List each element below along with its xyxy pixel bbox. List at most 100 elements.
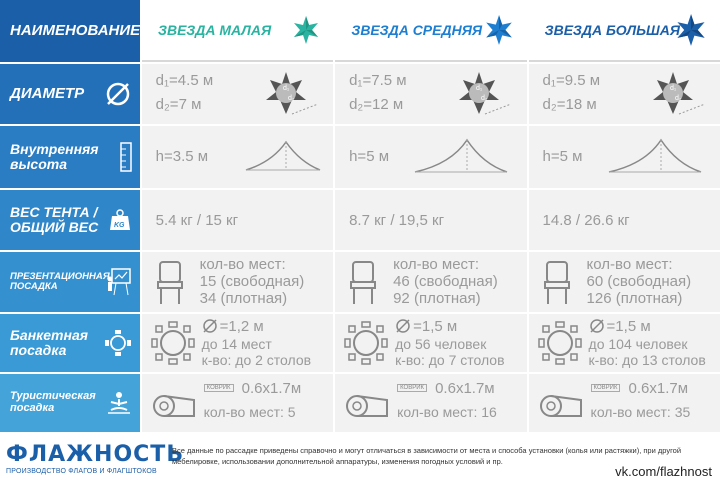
mat-roll-icon	[539, 395, 582, 417]
header-row: НАИМЕНОВАНИЕ ЗВЕЗДА МАЛАЯ ЗВЕЗДА СРЕДНЯЯ…	[0, 0, 720, 62]
presentation-icon	[107, 268, 131, 296]
diameter-label-cell: ДИАМЕТР	[0, 64, 140, 124]
presentation-cell-medium: кол-во мест: 46 (свободная) 92 (плотная)	[335, 252, 527, 312]
d1-diagram-label: d₁	[283, 85, 290, 92]
banquet-table-icon	[104, 330, 131, 356]
diameter-row: ДИАМЕТР d₁=4.5 м d₂=7 м d₁ d₂ d₁=7.5 м d…	[0, 64, 720, 124]
d2-value: d₂=18 м	[542, 96, 597, 113]
presentation-line1: кол-во мест:	[586, 256, 673, 273]
star-icon	[294, 16, 319, 44]
column-title-large: ЗВЕЗДА БОЛЬШАЯ	[544, 22, 681, 38]
banquet-seats: до 56 человек	[395, 336, 487, 352]
d1-diagram-label: d₁	[476, 85, 483, 92]
height-cell-medium: h=5 м	[335, 126, 527, 188]
presentation-cell-small: кол-во мест: 15 (свободная) 34 (плотная)	[141, 252, 334, 312]
presentation-line2: 46 (свободная)	[393, 273, 498, 290]
vk-link[interactable]: vk.com/flazhnost	[615, 464, 712, 479]
tourist-label: Туристическая посадка	[10, 391, 96, 414]
brand-tagline: ПРОИЗВОДСТВО ФЛАГОВ И ФЛАГШТОКОВ	[6, 468, 157, 475]
star-icon	[677, 14, 705, 46]
disclaimer-text: Все данные по рассадке приведены справоч…	[172, 446, 682, 466]
banquet-tables: к-во: до 7 столов	[395, 352, 505, 368]
presentation-row: ПРЕЗЕНТАЦИОННАЯ ПОСАДКА кол-во мест: 15 …	[0, 252, 720, 312]
height-label-line2: высота	[10, 156, 67, 172]
tourist-label-line2: посадка	[10, 402, 55, 414]
tent-profile-icon	[608, 138, 701, 173]
round-table-icon	[150, 321, 195, 365]
tourist-cell-small: КОВРИК 0.6х1.7м кол-во мест: 5	[141, 374, 334, 432]
header-label: НАИМЕНОВАНИЕ	[10, 22, 141, 40]
height-value: h=5 м	[349, 148, 390, 165]
star-icon	[485, 15, 512, 45]
weight-value: 8.7 кг / 19,5 кг	[349, 212, 445, 229]
tourist-row: Туристическая посадка КОВРИК 0.6х1.7м ко…	[0, 374, 720, 432]
height-value: h=3.5 м	[155, 148, 209, 165]
mat-roll-icon	[152, 395, 195, 417]
d2-diagram-label: d₂	[288, 95, 295, 102]
yoga-icon	[107, 392, 130, 414]
banquet-row: Банкетная посадка	[0, 314, 720, 372]
weight-icon-text: KG	[114, 222, 125, 229]
d2-diagram-label: d₂	[675, 95, 682, 102]
tent-profile-icon	[245, 140, 320, 171]
height-label-cell: Внутренняя высота	[0, 126, 140, 188]
diameter-icon	[396, 319, 410, 333]
star-diagram-icon: d₁ d₂	[459, 72, 512, 115]
banquet-seats: до 104 человек	[588, 336, 688, 352]
height-cell-small: h=3.5 м	[141, 126, 334, 188]
column-title-small: ЗВЕЗДА МАЛАЯ	[158, 22, 272, 38]
tourist-cell-medium: КОВРИК 0.6х1.7м кол-во мест: 16	[335, 374, 527, 432]
weight-value: 5.4 кг / 15 кг	[155, 212, 239, 229]
mat-size: 0.6х1.7м	[628, 380, 689, 397]
banquet-tables: к-во: до 2 столов	[201, 352, 312, 368]
mat-seats: кол-во мест: 35	[590, 404, 691, 420]
ruler-icon	[119, 142, 132, 172]
diameter-cell-large: d₁=9.5 м d₂=18 м d₁ d₂	[528, 64, 720, 124]
height-value: h=5 м	[542, 148, 583, 165]
column-header-large: ЗВЕЗДА БОЛЬШАЯ	[528, 0, 720, 62]
mat-roll-icon	[346, 395, 389, 417]
d1-value: d₁=4.5 м	[155, 72, 214, 89]
height-label: Внутренняя высота	[10, 142, 99, 171]
column-title-medium: ЗВЕЗДА СРЕДНЯЯ	[351, 22, 483, 38]
diameter-label: ДИАМЕТР	[10, 85, 85, 103]
weight-cell-small: 5.4 кг / 15 кг	[141, 190, 334, 250]
diameter-icon	[106, 82, 129, 106]
tourist-label-line1: Туристическая	[10, 390, 96, 403]
mat-seats: кол-во мест: 5	[203, 404, 296, 420]
height-label-line1: Внутренняя	[10, 141, 99, 158]
diameter-cell-small: d₁=4.5 м d₂=7 м d₁ d₂	[141, 64, 334, 124]
footer: ФЛАЖНОСТЬ ПРОИЗВОДСТВО ФЛАГОВ И ФЛАГШТОК…	[0, 440, 720, 484]
banquet-cell-large: =1,5 м до 104 человек к-во: до 13 столов	[528, 314, 720, 372]
banquet-label-line1: Банкетная	[10, 327, 88, 344]
weight-value: 14.8 / 26.6 кг	[542, 212, 630, 229]
chair-icon	[156, 261, 183, 304]
star-diagram-icon: d₁ d₂	[265, 72, 318, 115]
height-cell-large: h=5 м	[528, 126, 720, 188]
round-table-icon	[344, 321, 388, 365]
diameter-cell-medium: d₁=7.5 м d₂=12 м d₁ d₂	[335, 64, 527, 124]
mat-tag: КОВРИК	[590, 384, 621, 392]
table-diameter: =1,5 м	[606, 318, 651, 335]
presentation-line3: 34 (плотная)	[199, 290, 288, 307]
table-diameter: =1,2 м	[219, 318, 264, 335]
presentation-line2: 15 (свободная)	[199, 273, 305, 290]
tourist-label-cell: Туристическая посадка	[0, 374, 140, 432]
presentation-line1: кол-во мест:	[199, 256, 286, 273]
weight-cell-large: 14.8 / 26.6 кг	[528, 190, 720, 250]
presentation-line2: 60 (свободная)	[586, 273, 692, 290]
weight-label-line2: ОБЩИЙ ВЕС	[10, 219, 99, 235]
banquet-tables: к-во: до 13 столов	[588, 352, 706, 368]
chair-icon	[350, 261, 377, 304]
round-table-icon	[537, 321, 582, 365]
presentation-line3: 126 (плотная)	[586, 290, 683, 307]
d2-diagram-label: d₂	[481, 95, 488, 102]
presentation-label-line1: ПРЕЗЕНТАЦИОННАЯ	[10, 271, 110, 283]
banquet-label: Банкетная посадка	[10, 328, 88, 357]
banquet-seats: до 14 мест	[201, 336, 272, 352]
mat-size: 0.6х1.7м	[435, 380, 495, 397]
weight-label: ВЕС ТЕНТА / ОБЩИЙ ВЕС	[10, 205, 98, 234]
tent-profile-icon	[414, 138, 508, 173]
presentation-line3: 92 (плотная)	[393, 290, 481, 307]
mat-tag: КОВРИК	[203, 384, 234, 392]
